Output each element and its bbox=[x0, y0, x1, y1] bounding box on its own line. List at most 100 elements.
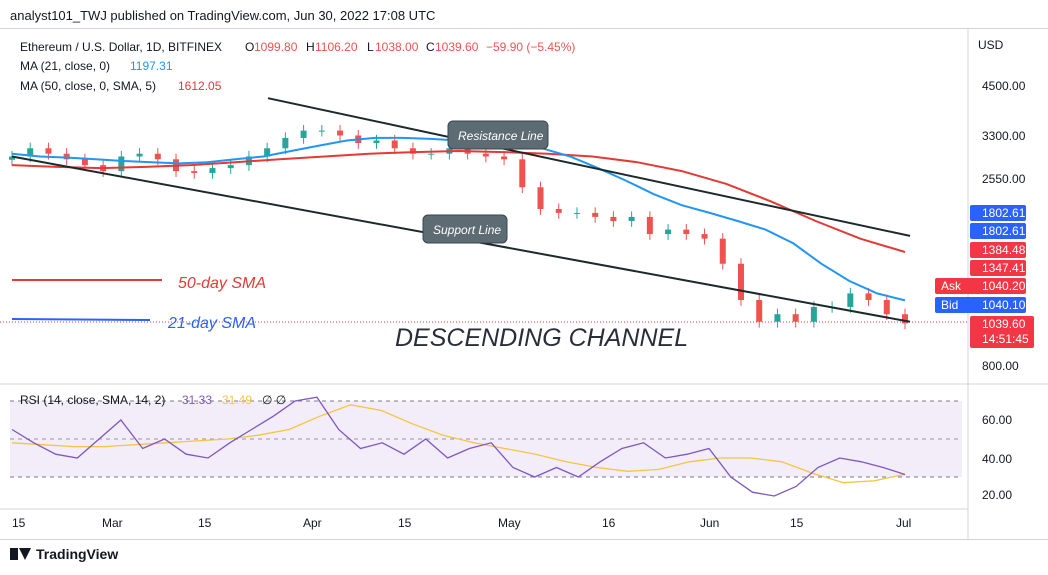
badge-ma50-b: 1347.41 bbox=[970, 260, 1026, 276]
candle-body bbox=[63, 153, 70, 160]
svg-text:Ask: Ask bbox=[941, 279, 962, 293]
rsi-legend-extra: ∅ ∅ bbox=[262, 393, 286, 407]
candle-body bbox=[628, 216, 635, 222]
legend-l-label: L bbox=[367, 40, 374, 54]
svg-text:Resistance Line: Resistance Line bbox=[458, 129, 544, 143]
channel-title: DESCENDING CHANNEL bbox=[395, 324, 688, 352]
candle-body bbox=[318, 130, 325, 132]
tradingview-logo-icon bbox=[10, 548, 31, 560]
time-label-1: Mar bbox=[102, 516, 123, 530]
time-label-2: 15 bbox=[198, 516, 212, 530]
badge-bid: Bid 1040.10 bbox=[935, 297, 1026, 313]
candle-body bbox=[81, 159, 88, 166]
candle-body bbox=[592, 212, 599, 217]
legend-ma50-value: 1612.05 bbox=[178, 79, 222, 93]
tradingview-brand: TradingView bbox=[36, 546, 119, 562]
candle-body bbox=[537, 187, 544, 209]
candle-body bbox=[409, 148, 416, 154]
svg-text:1039.60: 1039.60 bbox=[982, 317, 1026, 331]
candle-body bbox=[27, 148, 34, 157]
rsi-tick-40: 40.00 bbox=[982, 452, 1012, 466]
candle-body bbox=[391, 140, 398, 149]
candle-body bbox=[810, 306, 817, 322]
rsi-tick-20: 20.00 bbox=[982, 488, 1012, 502]
badge-last-price: 1039.60 14:51:45 bbox=[970, 316, 1034, 348]
candle-body bbox=[9, 156, 15, 160]
time-label-5: May bbox=[498, 516, 521, 530]
legend-h-label: H bbox=[306, 40, 315, 54]
candle-body bbox=[646, 216, 653, 235]
rsi-line bbox=[11, 396, 906, 497]
legend-ma50-label: MA (50, close, 0, SMA, 5) bbox=[20, 79, 156, 93]
candle-body bbox=[737, 263, 744, 301]
publisher-header: analyst101_TWJ published on TradingView.… bbox=[10, 8, 436, 23]
sma50-annotation: 50-day SMA bbox=[178, 275, 266, 292]
svg-text:1384.48: 1384.48 bbox=[982, 243, 1026, 257]
candle-body bbox=[428, 153, 435, 155]
legend-change: −59.90 (−5.45%) bbox=[486, 40, 575, 54]
candle-body bbox=[45, 148, 52, 154]
rsi-legend-label: RSI (14, close, SMA, 14, 2) bbox=[20, 393, 165, 407]
candle-body bbox=[300, 130, 307, 138]
rsi-tick-60: 60.00 bbox=[982, 413, 1012, 427]
rsi-series bbox=[11, 396, 906, 497]
time-label-8: 15 bbox=[790, 516, 804, 530]
candle-body bbox=[501, 156, 508, 160]
candle-body bbox=[337, 130, 344, 136]
candle-body bbox=[573, 212, 580, 214]
price-tick-2550: 2550.00 bbox=[982, 172, 1026, 186]
price-chart-svg[interactable]: Ethereum / U.S. Dollar, 1D, BITFINEX O 1… bbox=[0, 29, 1048, 539]
svg-text:Bid: Bid bbox=[941, 298, 958, 312]
candle-body bbox=[701, 234, 708, 239]
candle-body bbox=[665, 229, 672, 235]
time-label-4: 15 bbox=[398, 516, 412, 530]
candle-body bbox=[264, 148, 271, 157]
time-label-3: Apr bbox=[303, 516, 322, 530]
legend-ma21-value: 1197.31 bbox=[130, 59, 173, 73]
candle-body bbox=[792, 314, 799, 322]
time-label-7: Jun bbox=[700, 516, 719, 530]
candle-body bbox=[191, 171, 198, 173]
candle-body bbox=[482, 153, 489, 157]
candle-body bbox=[154, 153, 161, 160]
time-label-9: Jul bbox=[896, 516, 911, 530]
candle-body bbox=[118, 156, 125, 172]
svg-text:Support Line: Support Line bbox=[433, 223, 501, 237]
legend-h-value: 1106.20 bbox=[315, 40, 358, 54]
svg-text:14:51:45: 14:51:45 bbox=[982, 332, 1029, 346]
legend-o-value: 1099.80 bbox=[254, 40, 298, 54]
candle-body bbox=[610, 216, 617, 222]
sma21-legend-line bbox=[11, 318, 151, 321]
svg-text:1040.10: 1040.10 bbox=[982, 298, 1026, 312]
candle-body bbox=[373, 140, 380, 144]
candle-body bbox=[136, 153, 143, 157]
time-label-6: 16 bbox=[602, 516, 616, 530]
resistance-line bbox=[267, 97, 911, 237]
tradingview-footer[interactable]: TradingView bbox=[10, 546, 118, 562]
svg-text:1802.61: 1802.61 bbox=[982, 224, 1026, 238]
badge-ask: Ask 1040.20 bbox=[935, 278, 1026, 294]
price-tick-800: 800.00 bbox=[982, 359, 1019, 373]
badge-ma21-b: 1802.61 bbox=[970, 223, 1026, 239]
candle-body bbox=[883, 300, 890, 315]
candle-body bbox=[865, 293, 872, 301]
support-callout: Support Line bbox=[422, 214, 508, 244]
candle-body bbox=[282, 137, 289, 149]
legend-c-value: 1039.60 bbox=[435, 40, 479, 54]
rsi-legend-ma: 31.49 bbox=[222, 393, 252, 407]
time-label-0: 15 bbox=[12, 516, 26, 530]
rsi-ma-line bbox=[11, 404, 906, 484]
price-axis-currency: USD bbox=[978, 38, 1004, 52]
ma50-line bbox=[11, 149, 906, 253]
legend-ma21-label: MA (21, close, 0) bbox=[20, 59, 110, 73]
candle-body bbox=[555, 208, 562, 213]
svg-text:1040.20: 1040.20 bbox=[982, 279, 1026, 293]
candle-body bbox=[902, 314, 908, 324]
rsi-legend-value: 31.33 bbox=[182, 393, 212, 407]
candle-body bbox=[227, 165, 234, 169]
candle-body bbox=[756, 300, 763, 322]
legend-symbol: Ethereum / U.S. Dollar, 1D, BITFINEX bbox=[20, 40, 222, 54]
badge-ma50-a: 1384.48 bbox=[970, 242, 1026, 258]
chart-area[interactable]: Ethereum / U.S. Dollar, 1D, BITFINEX O 1… bbox=[0, 28, 1048, 540]
candle-body bbox=[719, 238, 726, 264]
